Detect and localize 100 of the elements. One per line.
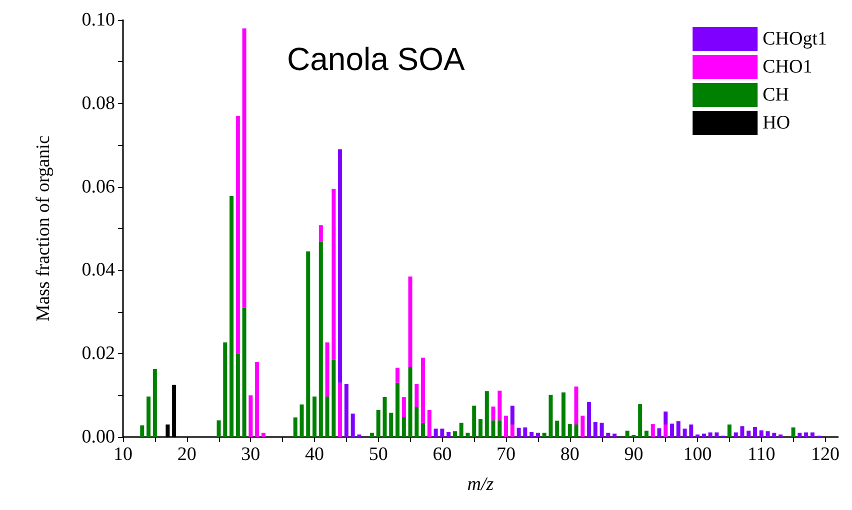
bar [382,396,387,437]
bar [657,428,662,437]
bar [612,434,617,437]
x-tick-label: 100 [683,444,712,465]
bar [236,116,240,354]
bar [689,424,694,437]
bar [140,425,144,437]
y-tick-label: 0.02 [82,343,115,364]
bar [242,28,246,308]
y-tick-label: 0.10 [82,10,115,30]
bar [670,424,674,437]
bar [338,149,342,383]
x-tick-label: 30 [241,444,260,465]
bar [396,368,400,383]
bar [230,196,234,437]
bar [798,432,802,437]
bar [216,420,221,437]
bar [504,416,508,437]
bar [440,428,444,437]
bar [293,417,298,437]
bar [350,414,355,437]
bar [523,427,528,437]
bar [568,424,572,437]
bar [766,431,770,437]
bar [664,412,668,424]
x-tick-label: 80 [560,444,580,465]
bar [396,382,400,437]
bar [376,410,380,437]
bar [574,386,578,424]
x-tick-label: 120 [810,444,840,465]
bar [753,426,758,437]
bar [727,424,732,437]
text: Canola SOA [287,41,466,77]
bar [638,404,642,437]
bar [338,382,342,437]
bar [300,404,304,437]
bar [318,225,323,242]
bar [414,406,419,437]
bar [491,420,496,437]
bar [408,276,412,367]
bar [223,342,228,437]
bar [574,424,578,437]
x-tick-label: 40 [305,444,324,465]
bar [370,432,374,437]
bar [600,422,604,437]
bar [498,420,502,437]
bar [740,426,744,437]
bar [746,430,751,437]
legend-label: CHO1 [762,56,812,78]
x-tick-label: 50 [368,444,388,465]
legend-label: HO [762,112,790,134]
bar [682,428,687,437]
bar [580,416,585,437]
y-tick-label: 0.08 [82,92,115,114]
bar [791,427,796,437]
bar [146,396,151,437]
bar [555,420,560,437]
y-tick-label: 0.00 [82,426,115,448]
bar [606,432,610,437]
bar [542,432,546,437]
bar [702,434,706,437]
bar [242,308,246,437]
bar [676,421,680,437]
y-tick-label: 0.04 [82,260,116,281]
bar [491,406,496,420]
bar [434,428,438,437]
bar [804,432,808,437]
bar [536,432,540,437]
bar [734,432,738,437]
bar [644,430,648,437]
bar [261,432,266,437]
bar [708,432,712,437]
bar [714,432,719,437]
bar [510,424,514,437]
y-tick-label: 0.06 [82,176,115,198]
bar [318,242,323,437]
bar [402,416,406,437]
bar [325,342,330,397]
bar [478,419,482,437]
bar [452,431,457,437]
x-tick-label: 90 [624,444,644,465]
bar [459,422,464,437]
bar [484,391,489,437]
bar [255,362,260,437]
bar [332,188,336,360]
bar [772,432,776,437]
bar [421,358,426,423]
bar [312,396,317,437]
bar [548,394,553,437]
bar [446,432,451,437]
x-axis-title: m/z [467,474,494,495]
bar [561,392,566,437]
x-tick-label: 20 [177,444,196,465]
legend-label: CH [762,84,790,106]
bar [587,402,592,437]
x-tick-label: 60 [432,444,452,465]
bar [625,430,630,437]
y-axis-title: Mass fraction of organic [33,136,54,322]
bar [498,390,502,420]
bar [516,428,521,437]
